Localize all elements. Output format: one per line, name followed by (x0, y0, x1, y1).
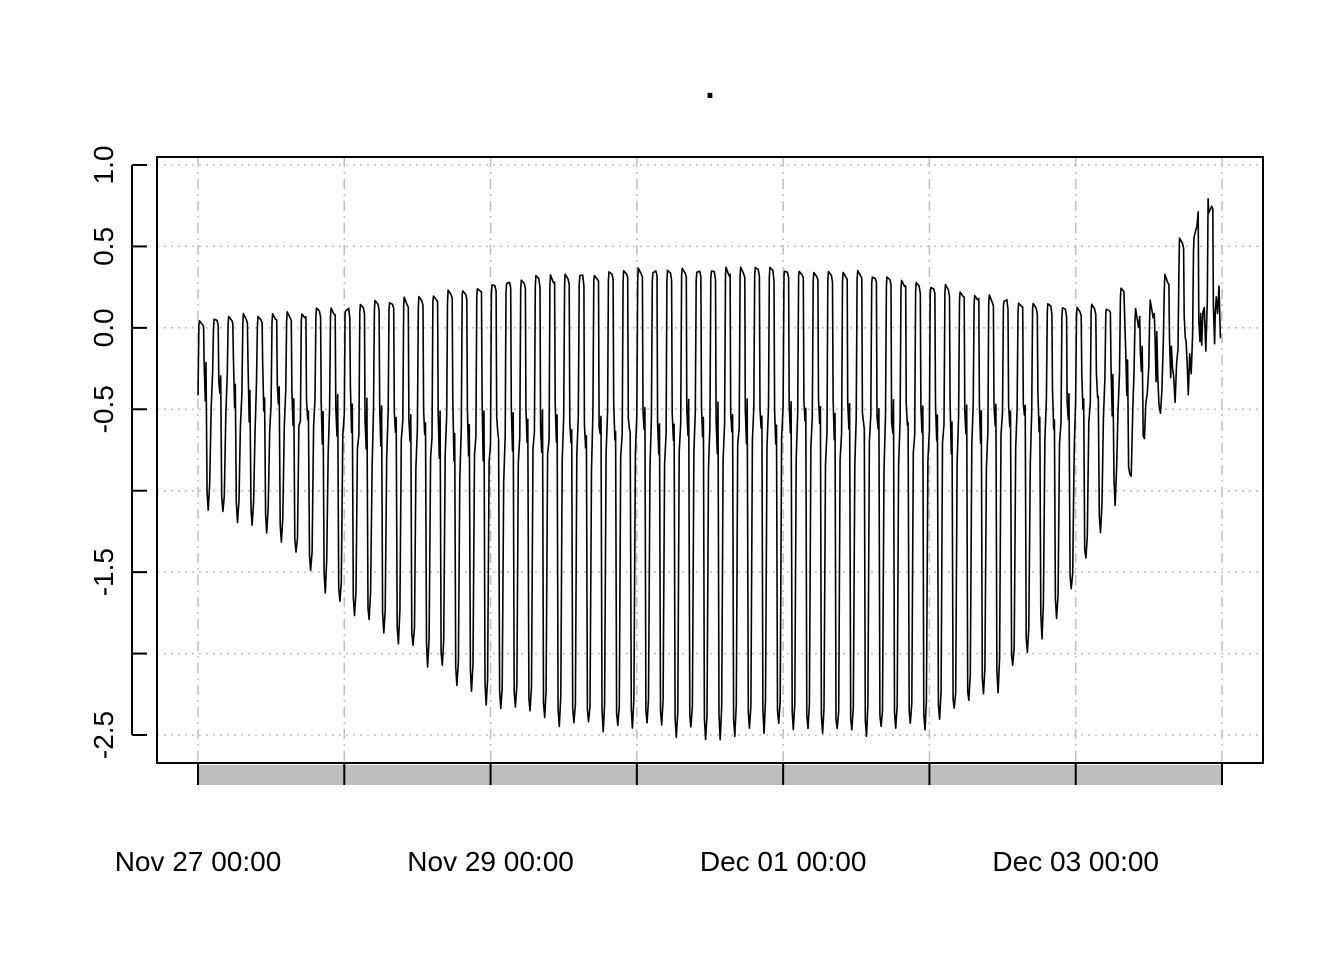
y-tick-label: 0.0 (88, 308, 119, 347)
y-axis: 1.0 0.5 0.0 -0.5 -1.5 -2.5 (88, 146, 147, 759)
period-bar (198, 765, 1222, 785)
y-tick-label: 1.0 (88, 146, 119, 185)
plot-frame (156, 156, 1264, 764)
y-tick-label: -2.5 (88, 711, 119, 759)
x-tick-label: Nov 27 00:00 (115, 846, 282, 877)
y-tick-label: -1.5 (88, 548, 119, 596)
x-axis: Nov 27 00:00 Nov 29 00:00 Dec 01 00:00 Dec … (115, 846, 1159, 877)
period-bar-layer (197, 763, 1223, 785)
series-layer (197, 198, 1222, 741)
x-tick-label: Dec 01 00:00 (700, 846, 867, 877)
y-tick-label: -0.5 (88, 385, 119, 433)
y-tick-label: 0.5 (88, 227, 119, 266)
chart-title: . (705, 68, 714, 106)
series-line (197, 198, 1222, 741)
x-tick-label: Nov 29 00:00 (407, 846, 574, 877)
x-tick-label: Dec 03 00:00 (992, 846, 1159, 877)
